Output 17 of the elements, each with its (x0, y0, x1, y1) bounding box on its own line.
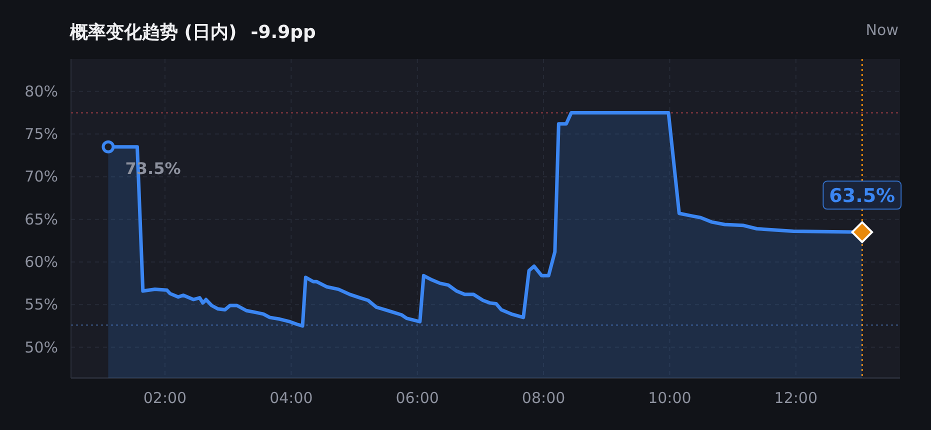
y-tick-label: 55% (24, 296, 58, 314)
y-tick-label: 65% (24, 210, 58, 228)
x-tick-label: 06:00 (396, 389, 439, 407)
y-tick-label: 75% (24, 125, 58, 144)
y-tick-label: 70% (24, 168, 58, 186)
chart-title: 概率变化趋势 (日内) (69, 22, 237, 43)
ref-line-label: Now (866, 21, 898, 39)
x-tick-label: 08:00 (522, 389, 566, 407)
x-tick-label: 12:00 (774, 389, 818, 407)
y-tick-label: 80% (24, 82, 58, 100)
y-tick-label: 60% (24, 253, 58, 271)
annotation: 63.5% (829, 185, 896, 208)
chart-subtitle: -9.9pp (250, 22, 316, 43)
y-tick-label: 50% (24, 338, 58, 356)
x-tick-label: 02:00 (143, 389, 187, 407)
x-tick-label: 04:00 (270, 389, 313, 407)
x-tick-label: 10:00 (648, 389, 692, 407)
